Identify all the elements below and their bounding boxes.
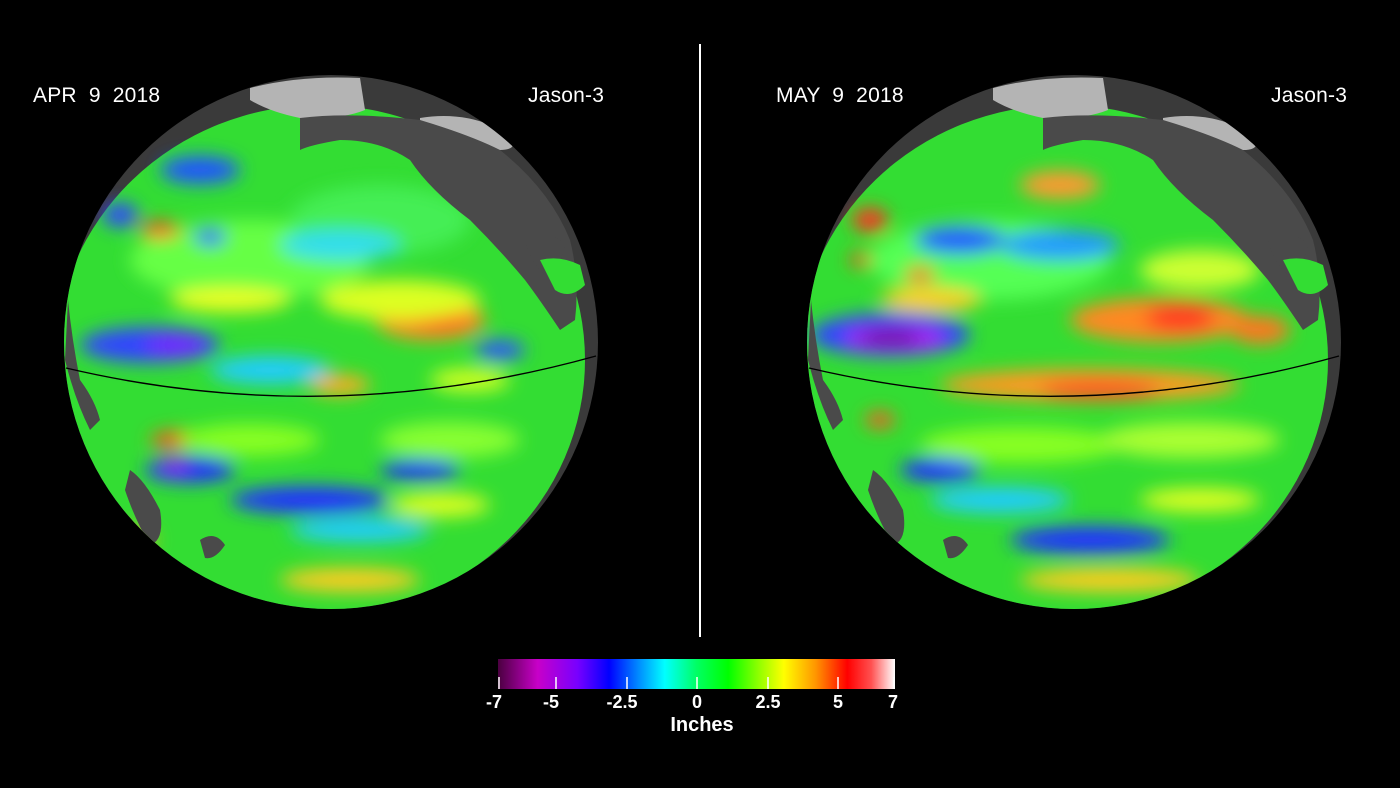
left-date-label: APR 9 2018 — [33, 84, 161, 107]
colorbar-unit-label: Inches — [670, 714, 734, 736]
colorbar-tick-label: -7 — [485, 692, 503, 712]
colorbar-tick-label: 7 — [887, 692, 899, 712]
colorbar-tick-label: -5 — [542, 692, 560, 712]
panel-divider — [699, 44, 701, 637]
right-date-label: MAY 9 2018 — [776, 84, 904, 107]
colorbar-tick-label: -2.5 — [606, 692, 638, 712]
left-satellite-label: Jason-3 — [528, 84, 605, 107]
colorbar-tick-label: 2.5 — [755, 692, 781, 712]
colorbar-tick-label: 0 — [691, 692, 703, 712]
right-satellite-label: Jason-3 — [1271, 84, 1348, 107]
globe-apr — [64, 75, 598, 609]
globe-may — [807, 75, 1341, 609]
colorbar-ticks — [498, 677, 895, 689]
colorbar-tick-label: 5 — [832, 692, 844, 712]
